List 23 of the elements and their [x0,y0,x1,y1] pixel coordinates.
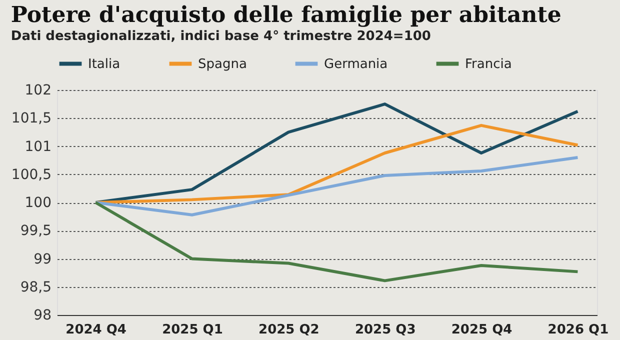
y-tick-label: 98,5 [20,279,52,296]
x-tick-label: 2025 Q3 [354,322,416,338]
legend-label: Italia [88,56,120,72]
x-tick-label: 2025 Q1 [162,322,223,338]
y-tick-label: 101,5 [11,110,52,127]
y-tick-label: 99 [34,251,52,268]
y-tick-label: 102 [24,82,52,98]
x-tick-label: 2025 Q4 [451,322,512,338]
x-tick-label: 2026 Q1 [548,322,609,338]
chart-subtitle: Dati destagionalizzati, indici base 4° trimestre 2024=100 [10,29,431,44]
y-tick-label: 98 [34,308,52,324]
y-tick-label: 100 [24,195,52,211]
x-tick-label: 2024 Q4 [66,322,126,338]
x-tick-label: 2025 Q2 [258,322,320,338]
chart-title: Potere d'acquisto delle famiglie per abitante [10,2,562,28]
legend-label: Germania [324,56,388,72]
y-tick-label: 100,5 [11,166,52,183]
y-tick-label: 99,5 [20,223,52,240]
line-series [94,156,580,216]
y-tick-label: 101 [24,138,52,155]
line-series [94,201,580,282]
legend-label: Spagna [198,56,247,72]
legend-label: Francia [465,56,512,72]
